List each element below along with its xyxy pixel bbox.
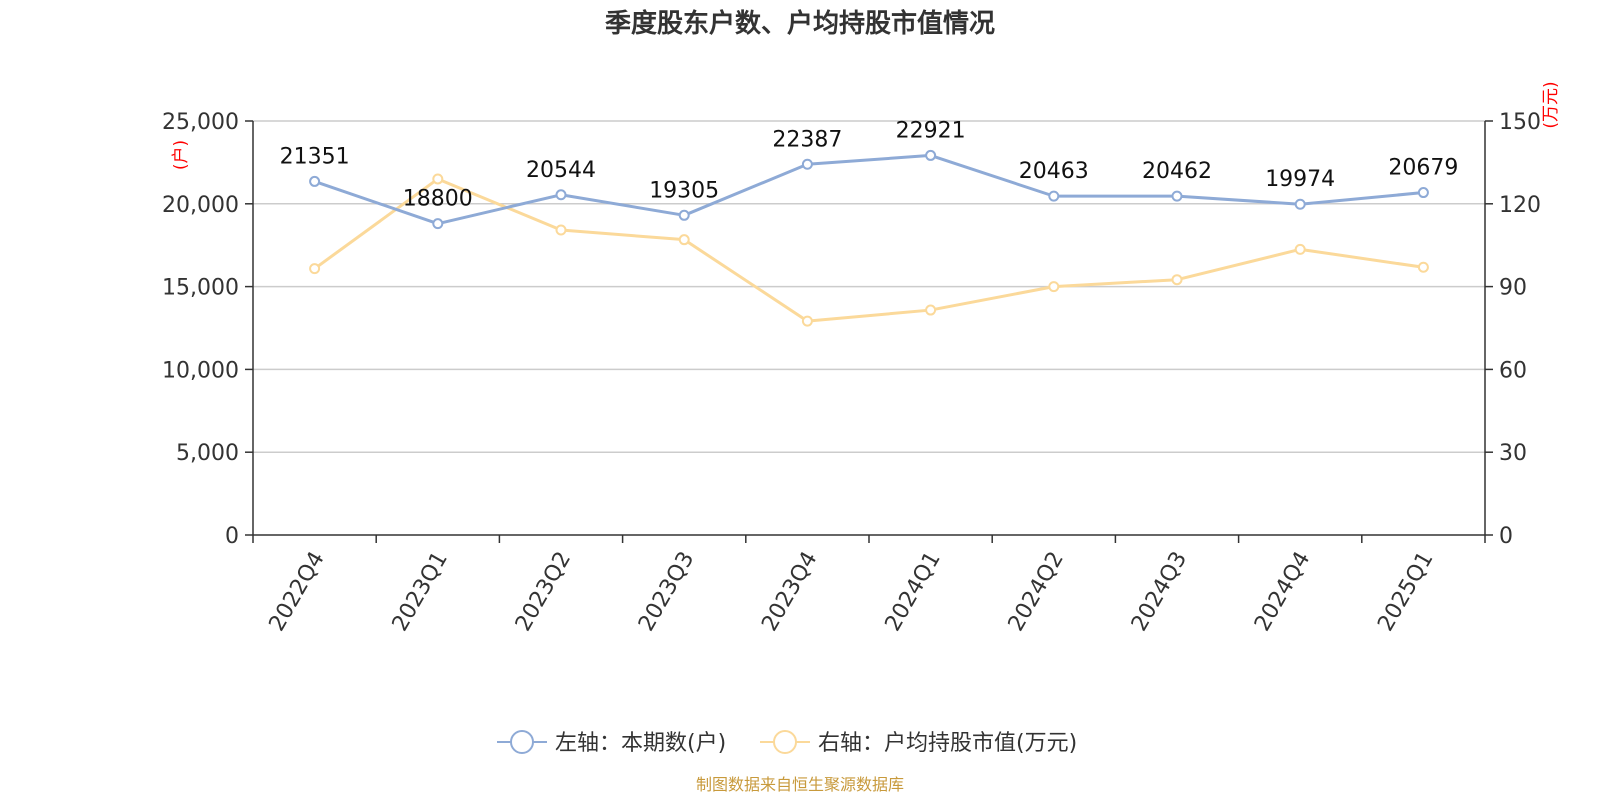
series-line xyxy=(313,177,1424,323)
x-tick-label: 2024Q2 xyxy=(1004,548,1069,636)
x-tick-label: 2023Q4 xyxy=(757,548,822,636)
data-point xyxy=(678,209,690,221)
data-point xyxy=(1294,198,1306,210)
x-tick-label: 2022Q4 xyxy=(264,548,329,636)
x-tick-label: 2025Q1 xyxy=(1373,548,1438,636)
data-label: 20679 xyxy=(1388,156,1458,181)
data-label: 19305 xyxy=(649,178,719,203)
right-tick-label: 90 xyxy=(1499,276,1527,301)
x-tick-label: 2023Q1 xyxy=(388,548,453,636)
left-tick-label: 0 xyxy=(225,524,239,549)
data-point xyxy=(1294,243,1306,255)
data-point xyxy=(1171,274,1183,286)
data-point xyxy=(1048,190,1060,202)
data-point xyxy=(1171,190,1183,202)
right-tick-label: 150 xyxy=(1499,110,1541,135)
data-point xyxy=(925,304,937,316)
data-label: 20462 xyxy=(1142,159,1212,184)
right-tick-label: 60 xyxy=(1499,358,1527,383)
left-tick-label: 20,000 xyxy=(162,193,239,218)
data-point xyxy=(1417,187,1429,199)
legend-marker-icon xyxy=(510,730,534,754)
data-point xyxy=(309,263,321,275)
axes: 0 5,000 10,000 15,000 20,000 25,000 0 30 60 90 120… xyxy=(162,81,1561,635)
right-tick-label: 120 xyxy=(1499,193,1541,218)
data-point xyxy=(555,224,567,236)
legend-label: 左轴：本期数(户) xyxy=(555,731,726,756)
legend-label: 右轴：户均持股市值(万元) xyxy=(818,731,1077,756)
left-tick-label: 10,000 xyxy=(162,358,239,383)
right-axis-unit: (万元) xyxy=(1541,81,1561,128)
legend-item[interactable]: 右轴：户均持股市值(万元) xyxy=(760,730,1077,756)
chart-title: 季度股东户数、户均持股市值情况 xyxy=(605,8,995,39)
data-point xyxy=(925,149,937,161)
left-axis-unit: (户) xyxy=(171,140,191,170)
series-group xyxy=(309,149,1429,327)
data-labels: 21351 18800 20544 19305 22387 22921 20463 20462… xyxy=(280,118,1459,211)
left-tick-label: 25,000 xyxy=(162,110,239,135)
data-point xyxy=(801,158,813,170)
x-tick-label: 2024Q3 xyxy=(1127,548,1192,636)
data-point xyxy=(1048,281,1060,293)
right-tick-label: 30 xyxy=(1499,441,1527,466)
x-tick-label: 2024Q4 xyxy=(1250,548,1315,636)
data-point xyxy=(555,189,567,201)
data-point xyxy=(678,234,690,246)
left-tick-label: 5,000 xyxy=(176,441,239,466)
legend-marker-icon xyxy=(773,730,797,754)
x-tick-label: 2023Q3 xyxy=(634,548,699,636)
data-point xyxy=(432,218,444,230)
x-tick-label: 2023Q2 xyxy=(511,548,576,636)
data-label: 20544 xyxy=(526,158,596,183)
data-label: 22387 xyxy=(772,127,842,152)
data-point xyxy=(432,173,444,185)
x-tick-label: 2024Q1 xyxy=(880,548,945,636)
legend[interactable]: 左轴：本期数(户) 右轴：户均持股市值(万元) xyxy=(497,730,1077,756)
data-point xyxy=(801,315,813,327)
data-label: 21351 xyxy=(280,144,350,169)
data-label: 18800 xyxy=(403,187,473,212)
data-point xyxy=(309,175,321,187)
data-label: 20463 xyxy=(1019,159,1089,184)
data-label: 19974 xyxy=(1265,167,1335,192)
series-line xyxy=(314,153,1424,226)
source-note: 制图数据来自恒生聚源数据库 xyxy=(696,775,904,794)
data-point xyxy=(1417,261,1429,273)
right-tick-label: 0 xyxy=(1499,524,1513,549)
data-label: 22921 xyxy=(896,118,966,143)
legend-item[interactable]: 左轴：本期数(户) xyxy=(497,730,726,756)
left-tick-label: 15,000 xyxy=(162,276,239,301)
